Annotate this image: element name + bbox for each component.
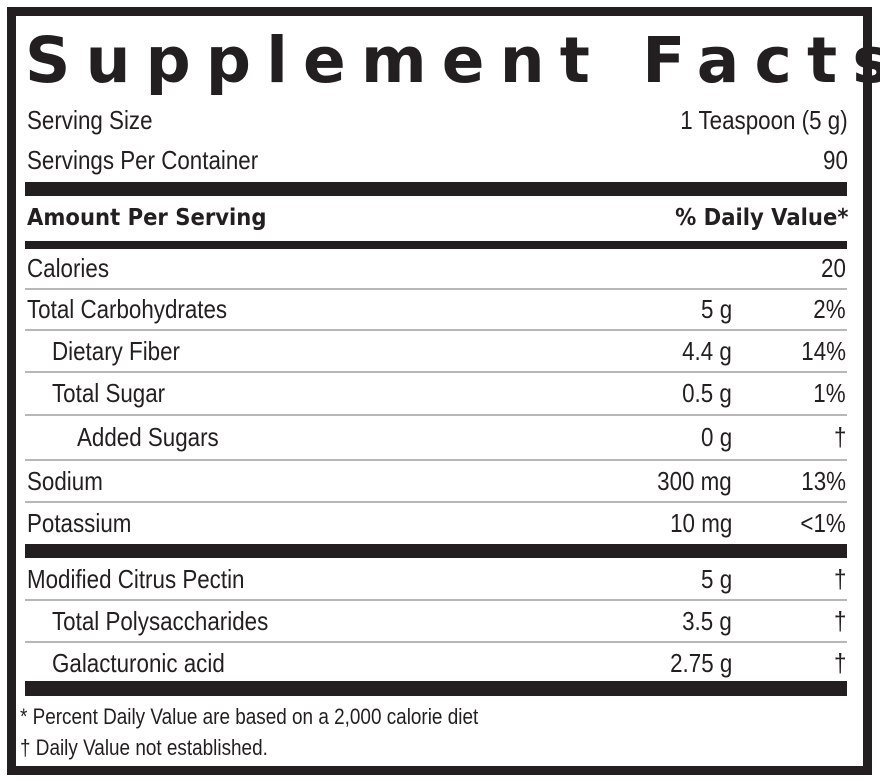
dagger-icon: † [833,422,846,452]
thick-divider [25,681,847,696]
ingredient-row-modified-citrus-pectin: Modified Citrus Pectin 5 g † [25,559,847,601]
ingredient-amount: 5 g [700,563,732,594]
nutrient-name: Calories [27,253,110,283]
nutrient-amount: 5 g [700,294,732,324]
nutrient-row-dietary-fiber: Dietary Fiber 4.4 g 14% [25,331,847,373]
dagger-icon: † [833,563,846,594]
nutrient-name: Total Sugar [52,378,166,408]
servings-per-container-label: Servings Per Container [27,145,259,175]
serving-size-label: Serving Size [27,105,153,135]
nutrient-dv: 2% [813,294,846,324]
nutrient-dv: <1% [800,507,846,538]
panel-title: Supplement Facts [25,24,880,97]
amount-per-serving-label: Amount Per Serving [27,205,267,231]
column-header: Amount Per Serving % Daily Value* [27,198,848,238]
servings-per-container-row: Servings Per Container 90 [27,142,848,178]
ingredient-name: Total Polysaccharides [52,605,269,636]
nutrient-amount: 300 mg [657,465,732,496]
nutrient-name: Added Sugars [77,422,219,452]
nutrient-amount: 0 g [700,422,732,452]
nutrient-row-total-sugar: Total Sugar 0.5 g 1% [25,373,847,416]
nutrient-name: Dietary Fiber [52,335,180,366]
nutrient-row-sodium: Sodium 300 mg 13% [25,461,847,503]
thick-divider [25,544,847,558]
footnote-daily-value: * Percent Daily Value are based on a 2,0… [20,704,553,730]
serving-size-value: 1 Teaspoon (5 g) [680,105,848,135]
ingredient-row-galacturonic-acid: Galacturonic acid 2.75 g † [25,643,847,683]
nutrient-row-added-sugars: Added Sugars 0 g † [25,416,847,461]
footnote-dagger-text: † Daily Value not established. [20,735,268,760]
ingredient-row-total-polysaccharides: Total Polysaccharides 3.5 g † [25,601,847,643]
ingredient-amount: 2.75 g [669,647,732,678]
thick-divider [25,182,847,196]
nutrient-dv: 1% [813,378,846,408]
nutrient-dv: 13% [801,465,846,496]
nutrient-name: Potassium [27,507,132,538]
nutrient-amount: 10 mg [669,507,732,538]
supplement-facts-panel: Supplement Facts Serving Size 1 Teaspoon… [7,7,880,775]
nutrient-name: Sodium [27,465,103,496]
ingredient-name: Galacturonic acid [52,647,225,678]
nutrient-amount: 4.4 g [682,335,732,366]
nutrient-dv: 14% [801,335,846,366]
nutrient-row-potassium: Potassium 10 mg <1% [25,503,847,543]
nutrient-dv: 20 [821,253,846,283]
dagger-icon: † [833,647,846,678]
footnote-dagger: † Daily Value not established. [20,735,308,761]
ingredient-amount: 3.5 g [682,605,732,636]
medium-divider [25,241,847,249]
nutrient-name: Total Carbohydrates [27,294,228,324]
dagger-icon: † [833,605,846,636]
nutrient-row-total-carbohydrates: Total Carbohydrates 5 g 2% [25,290,847,331]
footnote-daily-value-text: * Percent Daily Value are based on a 2,0… [20,704,479,729]
ingredient-name: Modified Citrus Pectin [27,563,245,594]
serving-size-row: Serving Size 1 Teaspoon (5 g) [27,102,848,138]
servings-per-container-value: 90 [823,145,848,175]
nutrient-amount: 0.5 g [682,378,732,408]
nutrient-row-calories: Calories 20 [25,249,847,290]
daily-value-label: % Daily Value* [674,205,848,231]
